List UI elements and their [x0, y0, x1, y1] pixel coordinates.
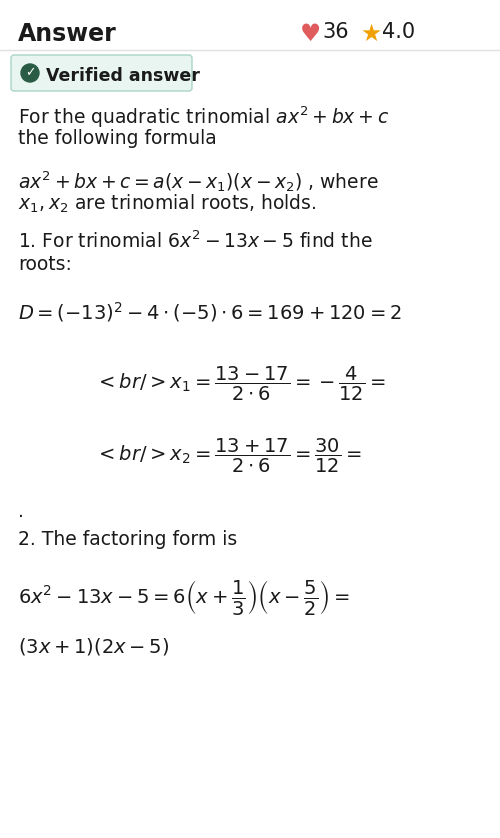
Text: Answer: Answer [18, 22, 117, 46]
FancyBboxPatch shape [11, 55, 192, 91]
Text: 2. The factoring form is: 2. The factoring form is [18, 530, 238, 549]
Text: roots:: roots: [18, 255, 72, 274]
Text: $D = (-13)^2 - 4 \cdot (-5) \cdot 6 = 169 + 120 = 2$: $D = (-13)^2 - 4 \cdot (-5) \cdot 6 = 16… [18, 300, 402, 324]
Text: $ax^2 + bx + c = a(x - x_1)(x - x_2)$ , where: $ax^2 + bx + c = a(x - x_1)(x - x_2)$ , … [18, 169, 378, 194]
Text: $< br/ > x_2 = \dfrac{13 + 17}{2 \cdot 6} = \dfrac{30}{12} =$: $< br/ > x_2 = \dfrac{13 + 17}{2 \cdot 6… [95, 437, 362, 475]
Text: ♥: ♥ [300, 22, 321, 46]
Text: Verified answer: Verified answer [46, 67, 200, 85]
Text: $(3x + 1)(2x - 5)$: $(3x + 1)(2x - 5)$ [18, 636, 170, 657]
Text: 36: 36 [322, 22, 348, 42]
Circle shape [21, 64, 39, 82]
Text: the following formula: the following formula [18, 129, 217, 148]
Text: $x_1, x_2$ are trinomial roots, holds.: $x_1, x_2$ are trinomial roots, holds. [18, 193, 316, 215]
Text: $6x^2 - 13x - 5 = 6\left(x + \dfrac{1}{3}\right)\left(x - \dfrac{5}{2}\right) =$: $6x^2 - 13x - 5 = 6\left(x + \dfrac{1}{3… [18, 578, 350, 617]
Text: 1. For trinomial $6x^2 - 13x - 5$ find the: 1. For trinomial $6x^2 - 13x - 5$ find t… [18, 231, 372, 252]
Text: 4.0: 4.0 [382, 22, 415, 42]
Text: ★: ★ [360, 22, 381, 46]
Text: ✓: ✓ [25, 66, 35, 80]
Text: For the quadratic trinomial $ax^2 + bx + c$: For the quadratic trinomial $ax^2 + bx +… [18, 105, 389, 131]
Text: .: . [18, 502, 24, 521]
Text: $< br/ > x_1 = \dfrac{13 - 17}{2 \cdot 6} = -\dfrac{4}{12} =$: $< br/ > x_1 = \dfrac{13 - 17}{2 \cdot 6… [95, 365, 386, 403]
